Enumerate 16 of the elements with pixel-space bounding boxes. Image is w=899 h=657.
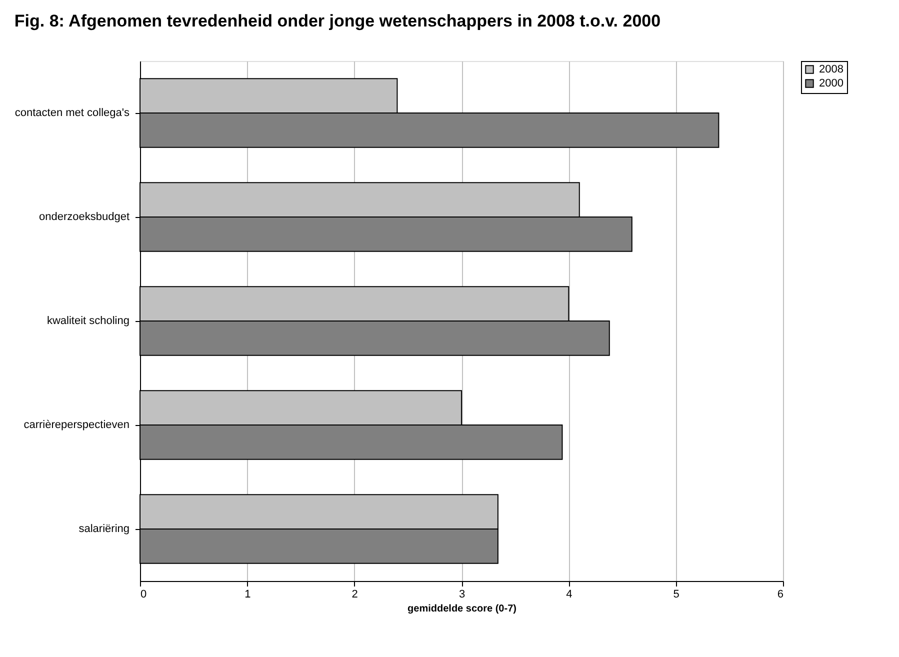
legend-label: 2008 (819, 64, 844, 76)
legend-label: 2000 (819, 78, 844, 90)
x-tick-label: 3 (458, 588, 466, 600)
y-tick-label: salariëring (78, 523, 130, 535)
chart-title: Fig. 8: Afgenomen tevredenheid onder jonge wetenschappers in 2008 t.o.v. 2000 (14, 12, 661, 30)
y-tick-label: onderzoeksbudget (38, 211, 130, 223)
x-tick-label: 1 (244, 588, 251, 600)
x-tick-label: 6 (777, 588, 784, 600)
y-tick-label: carrièreperspectieven (24, 419, 130, 431)
x-tick-label: 0 (140, 588, 147, 600)
x-axis-title: gemiddelde score (0-7) (408, 604, 516, 614)
x-tick-label: 4 (566, 588, 572, 600)
x-tick-label: 2 (352, 588, 358, 600)
y-tick-label: contacten met collega's (14, 107, 130, 119)
y-tick-label: kwaliteit scholing (46, 315, 130, 327)
x-tick-label: 5 (673, 588, 680, 600)
